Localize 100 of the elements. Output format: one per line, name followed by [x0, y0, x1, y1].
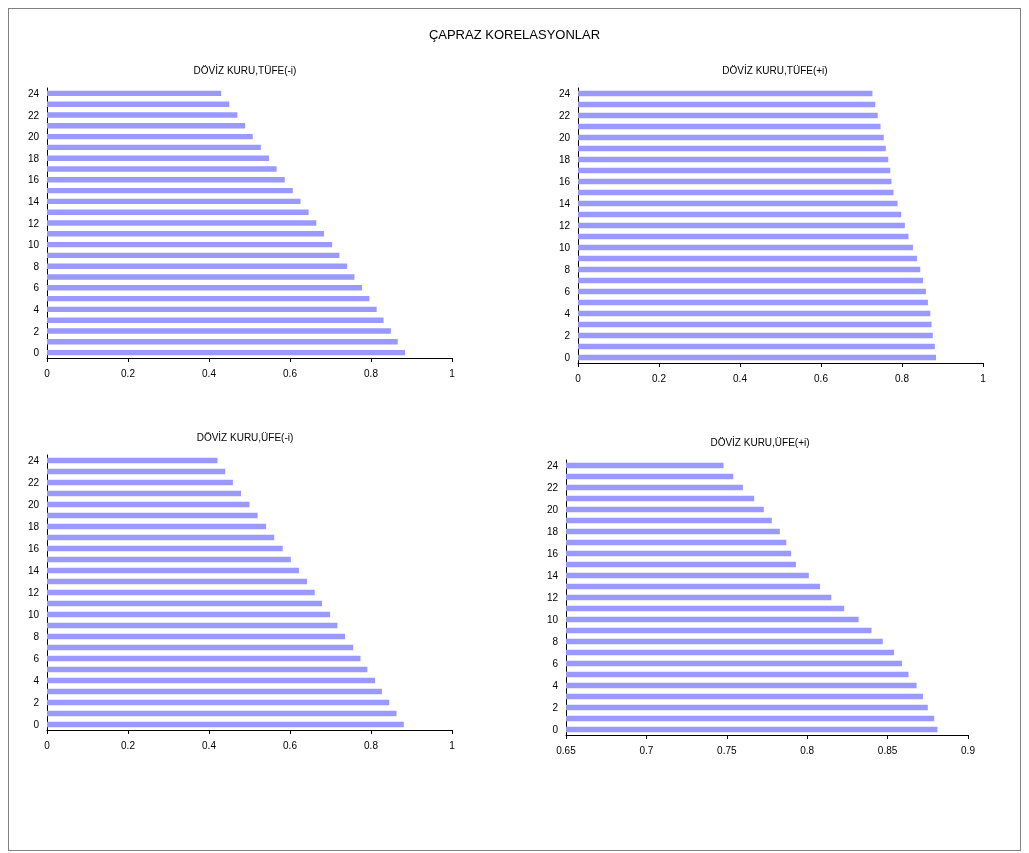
bar	[578, 90, 873, 97]
bar	[47, 144, 261, 151]
bar	[578, 156, 889, 163]
y-tick-label: 10	[546, 614, 559, 625]
x-tick-label: 0.75	[717, 744, 737, 756]
bar	[578, 222, 905, 229]
bar	[47, 112, 238, 118]
bar	[47, 567, 299, 574]
x-tick-label: 0.8	[800, 744, 815, 756]
x-tick-label: 0	[575, 372, 582, 384]
x-tick-label: 0	[44, 367, 51, 379]
y-tick-label: 16	[558, 176, 571, 187]
bar	[578, 167, 891, 174]
y-tick-label: 8	[564, 264, 571, 275]
bar	[578, 189, 894, 196]
bar	[47, 677, 376, 684]
y-tick-label: 6	[552, 658, 559, 669]
y-tick-label: 0	[33, 719, 40, 730]
y-tick-label: 0	[33, 347, 40, 359]
x-tick-label: 0.6	[283, 367, 298, 379]
y-tick-label: 24	[27, 87, 40, 99]
y-tick-label: 22	[27, 477, 40, 488]
x-tick-label: 0.85	[877, 744, 898, 756]
x-tick-label: 0.2	[121, 367, 136, 379]
bar	[578, 332, 933, 339]
y-tick-label: 8	[33, 260, 40, 272]
x-tick-label: 0.4	[202, 367, 217, 379]
bar	[578, 112, 878, 119]
y-tick-label: 16	[27, 543, 40, 554]
y-tick-label: 4	[552, 680, 559, 691]
x-tick-label: 0.6	[283, 739, 298, 751]
bar	[47, 209, 309, 215]
chart-title: DÖVİZ KURU,ÜFE(-i)	[196, 430, 294, 443]
bar	[47, 274, 355, 280]
y-tick-label: 4	[33, 675, 40, 686]
bar	[47, 721, 404, 728]
y-tick-label: 14	[27, 195, 40, 207]
x-tick-label: 1	[980, 372, 987, 384]
y-tick-label: 22	[558, 110, 571, 121]
bar	[47, 589, 315, 596]
x-tick-label: 0.8	[364, 739, 379, 751]
y-tick-label: 18	[27, 521, 40, 532]
bar	[47, 457, 218, 464]
y-tick-label: 10	[558, 242, 571, 253]
bar	[47, 133, 253, 140]
y-tick-label: 14	[558, 198, 571, 209]
y-tick-label: 24	[546, 460, 559, 471]
bar	[578, 211, 902, 218]
y-tick-label: 2	[552, 702, 559, 713]
bar	[47, 556, 291, 563]
bar	[47, 611, 331, 618]
y-tick-label: 2	[564, 330, 571, 341]
y-tick-label: 20	[27, 499, 40, 510]
bar	[47, 155, 269, 161]
bar	[47, 534, 275, 541]
bar	[47, 328, 391, 334]
bar	[47, 468, 226, 475]
bar	[47, 123, 246, 129]
y-tick-label: 18	[558, 154, 571, 165]
chart-title: DÖVİZ KURU,TÜFE(+i)	[722, 63, 828, 76]
bar	[578, 233, 909, 240]
bar	[47, 710, 397, 717]
bar	[47, 231, 325, 237]
y-tick-label: 20	[27, 131, 40, 143]
bar	[578, 200, 898, 207]
y-tick-label: 18	[27, 152, 40, 164]
bar	[47, 578, 308, 585]
x-tick-label: 0.8	[364, 367, 379, 379]
y-tick-label: 2	[33, 325, 40, 337]
bar	[47, 252, 340, 259]
bar	[578, 299, 928, 306]
bar	[578, 354, 937, 361]
bar	[47, 349, 406, 356]
y-tick-label: 12	[558, 220, 571, 231]
bar	[47, 490, 241, 497]
y-tick-label: 12	[546, 592, 559, 603]
chart-title: DÖVİZ KURU,TÜFE(-i)	[193, 63, 297, 76]
bar	[47, 699, 390, 706]
y-tick-label: 22	[546, 482, 559, 493]
bar	[47, 666, 368, 673]
y-tick-label: 20	[546, 504, 559, 515]
x-tick-label: 0	[44, 739, 51, 751]
x-tick-label: 1	[449, 739, 456, 751]
y-tick-label: 14	[27, 565, 40, 576]
y-tick-label: 20	[558, 132, 571, 143]
bar	[47, 688, 382, 695]
y-tick-label: 10	[27, 239, 40, 251]
bar	[47, 198, 301, 205]
bar	[47, 622, 338, 629]
y-tick-label: 22	[27, 109, 40, 121]
bar	[47, 101, 230, 107]
y-tick-label: 0	[564, 352, 571, 363]
x-tick-label: 0.6	[814, 372, 829, 384]
bar	[578, 123, 881, 130]
bar	[47, 263, 348, 269]
x-tick-label: 0.4	[733, 372, 748, 384]
x-tick-label: 0.2	[652, 372, 667, 384]
y-tick-label: 14	[546, 570, 559, 581]
x-tick-label: 0.8	[895, 372, 910, 384]
bar	[578, 145, 886, 152]
